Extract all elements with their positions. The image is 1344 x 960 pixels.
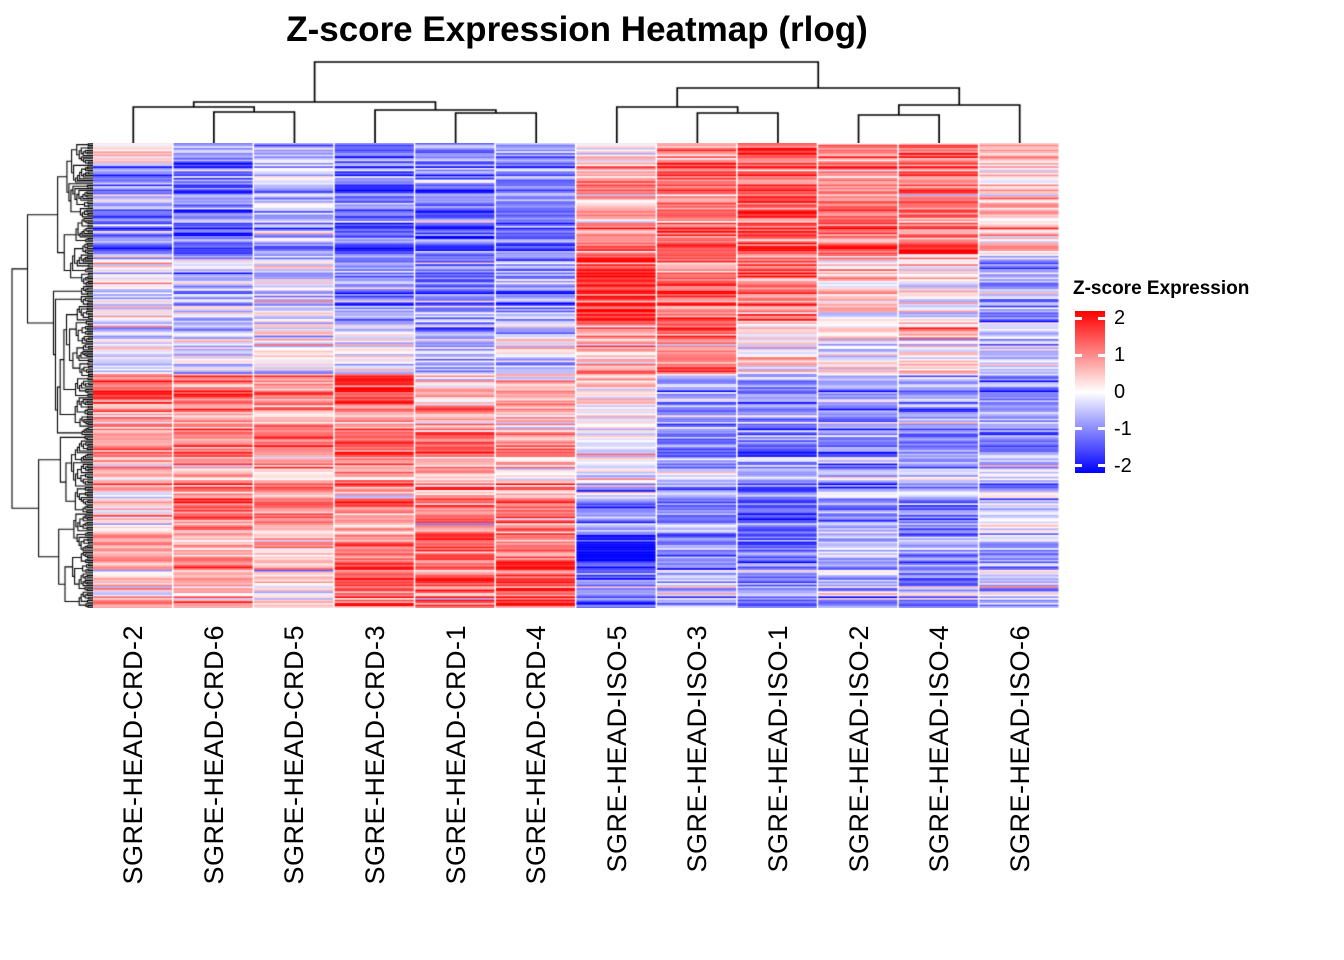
column-label: SGRE-HEAD-ISO-6 [1004, 625, 1035, 873]
column-label: SGRE-HEAD-CRD-1 [440, 625, 471, 885]
legend-tick-mark [1098, 427, 1105, 431]
legend-title: Z-score Expression [1073, 278, 1250, 299]
column-label: SGRE-HEAD-CRD-5 [279, 625, 310, 885]
column-label: SGRE-HEAD-CRD-4 [521, 625, 552, 885]
legend-tick-mark [1075, 427, 1082, 431]
column-label: SGRE-HEAD-CRD-6 [198, 625, 229, 885]
legend-tick-label: -1 [1114, 417, 1132, 440]
column-label: SGRE-HEAD-CRD-2 [118, 625, 149, 885]
legend-tick-mark [1098, 464, 1105, 468]
legend: Z-score Expression 2 1 0 -1 -2 [1073, 278, 1341, 477]
legend-tick-mark [1098, 390, 1105, 394]
column-label: SGRE-HEAD-ISO-1 [762, 625, 793, 873]
row-dendrogram [8, 143, 93, 608]
column-label: SGRE-HEAD-ISO-2 [843, 625, 874, 873]
column-label: SGRE-HEAD-ISO-4 [924, 625, 955, 873]
legend-tick-label: -2 [1114, 454, 1132, 477]
legend-tick-mark [1098, 316, 1105, 320]
legend-tick-mark [1075, 316, 1082, 320]
column-label: SGRE-HEAD-ISO-3 [682, 625, 713, 873]
page-title: Z-score Expression Heatmap (rlog) [286, 10, 868, 49]
column-dendrogram [88, 56, 1068, 143]
legend-tick-mark [1075, 353, 1082, 357]
legend-tick-mark [1075, 464, 1082, 468]
legend-tick-label: 0 [1114, 381, 1126, 403]
column-label: SGRE-HEAD-ISO-5 [601, 625, 632, 873]
legend-tick-mark [1098, 353, 1105, 357]
legend-tick-label: 1 [1114, 344, 1126, 367]
column-label: SGRE-HEAD-CRD-3 [360, 625, 391, 885]
legend-tick-mark [1075, 390, 1082, 394]
legend-tick-label: 2 [1114, 307, 1126, 330]
heatmap-canvas [93, 143, 1060, 608]
